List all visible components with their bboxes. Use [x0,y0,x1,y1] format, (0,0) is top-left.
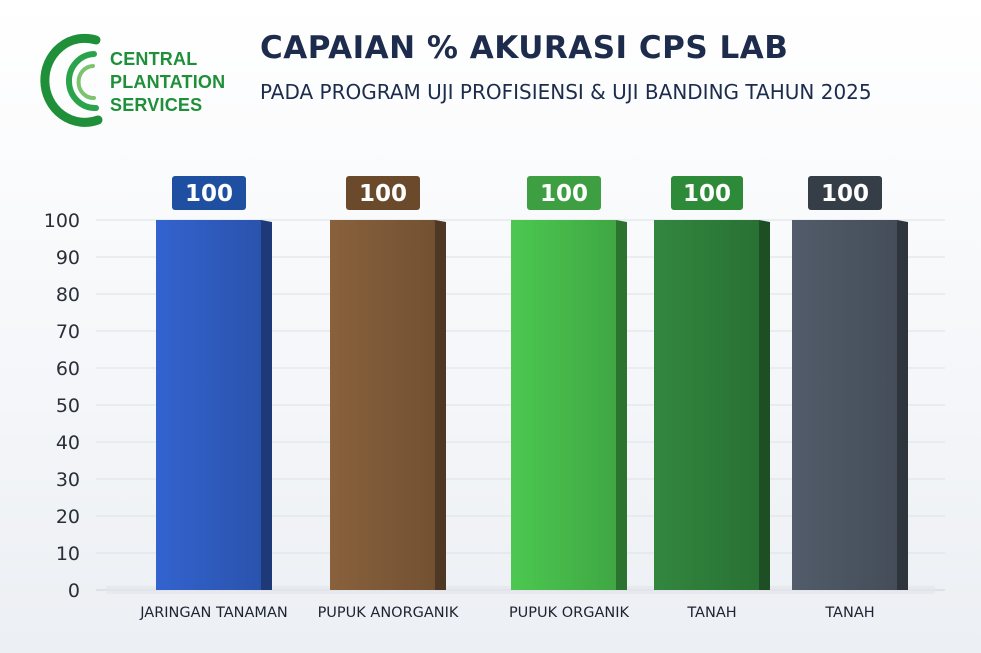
y-tick-label: 50 [56,395,80,417]
bar-side [435,220,446,590]
bar [156,220,261,590]
y-tick-label: 0 [68,580,80,602]
x-tick-label: TANAH [824,605,874,621]
bar-side [897,220,908,590]
data-label-box [346,176,420,210]
y-axis-ticks: 0 10 20 30 40 50 60 70 80 90 100 [44,210,80,602]
logo-line-3: SERVICES [110,95,203,115]
y-tick-label: 10 [56,543,80,565]
data-label: 100 [683,181,731,207]
bar-side [759,220,770,590]
y-tick-label: 90 [56,247,80,269]
logo-text: CENTRAL PLANTATION SERVICES [110,48,225,117]
bar-side [261,220,272,590]
data-label: 100 [821,181,869,207]
y-tick-label: 100 [44,210,80,232]
x-tick-label: PUPUK ORGANIK [509,605,630,621]
data-label-box [808,176,882,210]
y-tick-label: 70 [56,321,80,343]
y-tick-label: 30 [56,469,80,491]
bars: 100 100 100 100 100 [156,176,908,590]
bar-side [616,220,627,590]
chart-title: CAPAIAN % AKURASI CPS LAB [260,30,789,66]
bar [654,220,759,590]
y-tick-label: 60 [56,358,80,380]
chart-subtitle: PADA PROGRAM UJI PROFISIENSI & UJI BANDI… [260,80,872,104]
data-label: 100 [540,181,588,207]
data-label-box [172,176,246,210]
data-label: 100 [359,181,407,207]
y-tick-label: 20 [56,506,80,528]
data-label-box [527,176,601,210]
x-tick-label: TANAH [686,605,736,621]
x-axis-labels: JARINGAN TANAMAN PUPUK ANORGANIK PUPUK ORG… [139,605,874,621]
y-tick-label: 40 [56,432,80,454]
bar [792,220,897,590]
x-tick-label: JARINGAN TANAMAN [139,605,287,621]
bar [330,220,435,590]
y-tick-label: 80 [56,284,80,306]
x-tick-label: PUPUK ANORGANIK [318,605,459,621]
bar [511,220,616,590]
data-label: 100 [185,181,233,207]
data-label-box [671,176,743,210]
logo-line-2: PLANTATION [110,72,226,92]
logo-line-1: CENTRAL [110,49,198,69]
logo-mark [40,33,103,127]
